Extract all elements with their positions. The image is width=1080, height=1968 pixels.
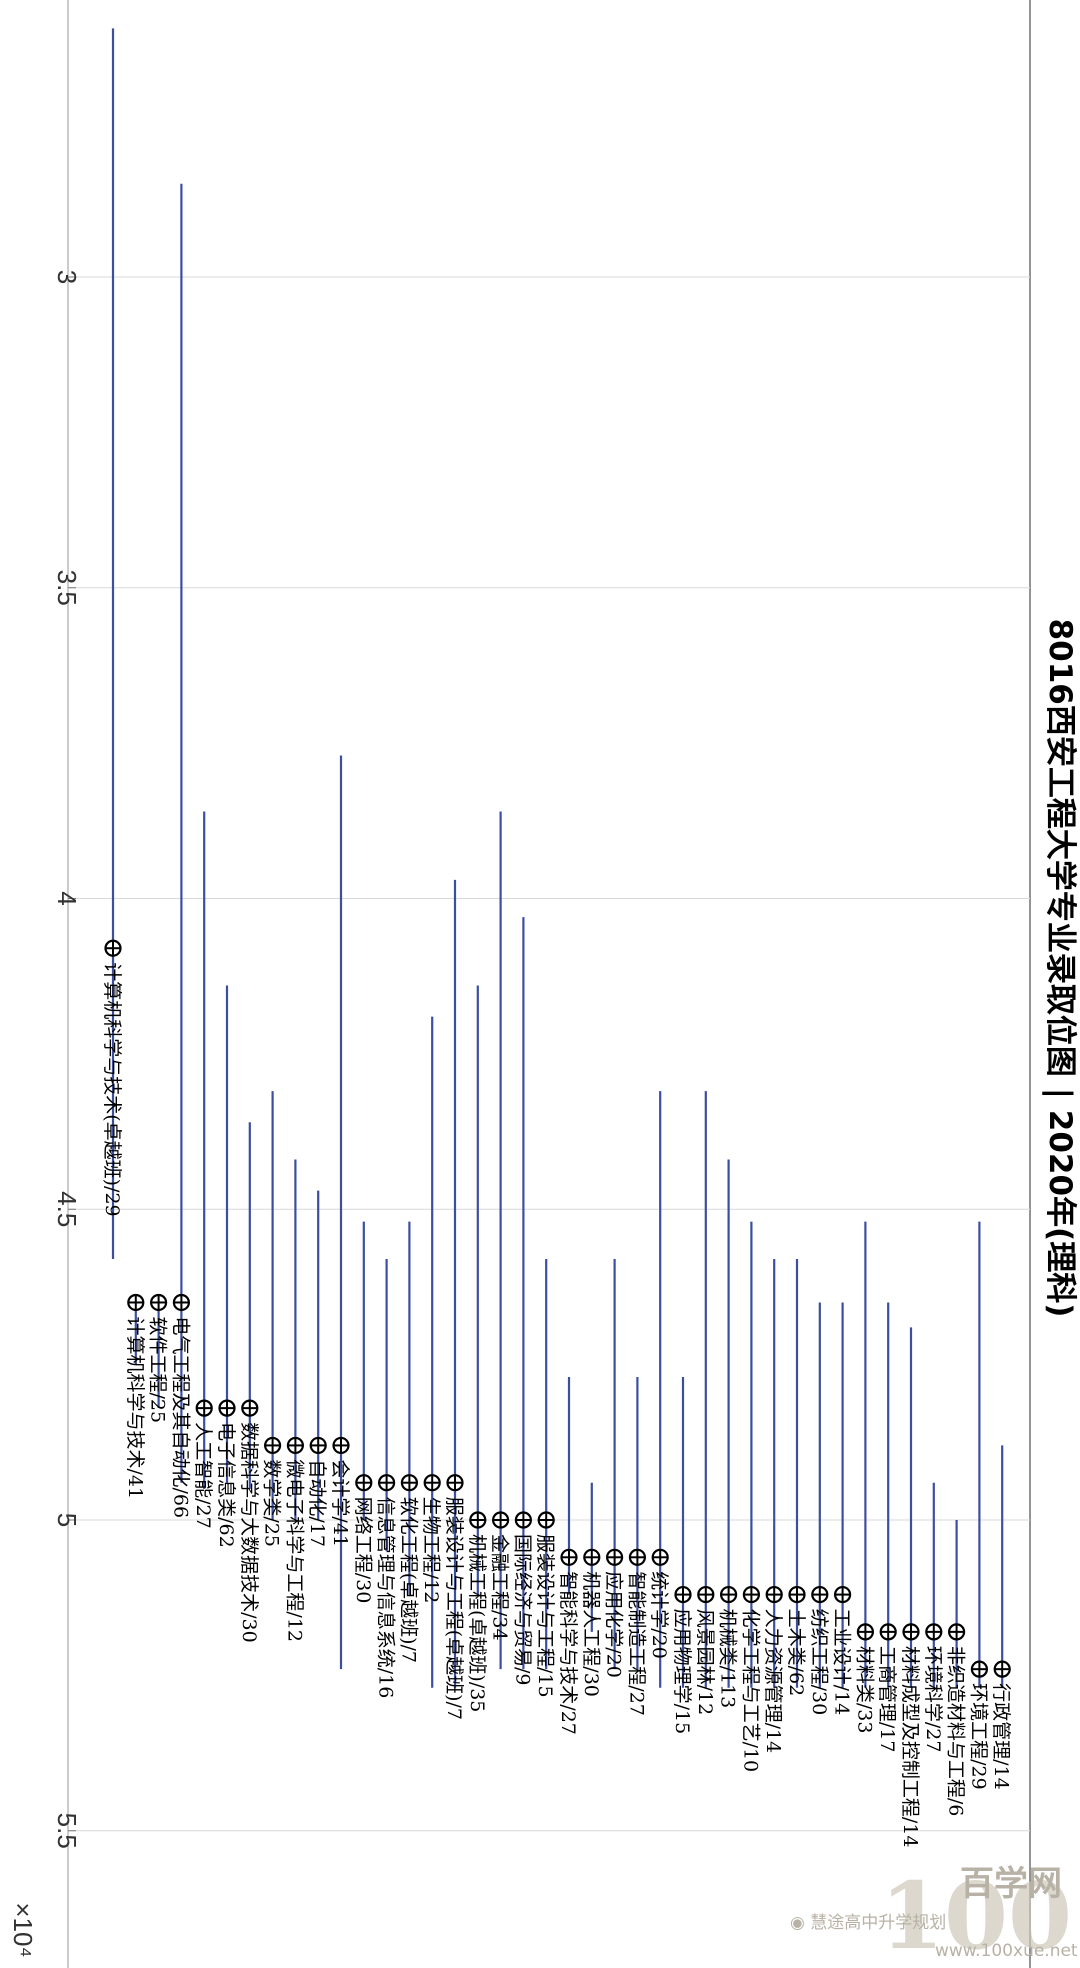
tick-label: 5.5 xyxy=(52,1813,82,1849)
category-label: 智能制造工程/27 xyxy=(625,1571,647,1716)
category-label: 行政管理/14 xyxy=(990,1683,1012,1790)
marker xyxy=(788,1585,806,1604)
category-label: 计算机科学与技术/41 xyxy=(124,1316,146,1499)
marker xyxy=(856,1623,875,1641)
category-label: 人力资源管理/14 xyxy=(762,1609,784,1754)
category-label: 工业设计/14 xyxy=(831,1609,853,1716)
category-label: 机械类/113 xyxy=(717,1609,739,1709)
category-label: 环境科学/27 xyxy=(922,1646,944,1753)
marker xyxy=(127,1293,145,1312)
category-label: 材料成型及控制工程/14 xyxy=(899,1646,921,1848)
marker xyxy=(811,1585,829,1604)
category-label: 非织造材料与工程/6 xyxy=(945,1646,967,1817)
marker xyxy=(697,1585,715,1604)
category-label: 数学类/25 xyxy=(261,1459,283,1547)
marker xyxy=(400,1474,418,1492)
category-label: 应用化学/20 xyxy=(603,1571,625,1678)
marker xyxy=(560,1548,578,1566)
marker xyxy=(469,1511,487,1529)
category-label: 电气工程及其自动化/66 xyxy=(169,1316,191,1518)
marker xyxy=(309,1436,327,1455)
marker xyxy=(492,1511,510,1529)
category-label: 金融工程/34 xyxy=(489,1534,511,1641)
marker xyxy=(332,1436,350,1455)
tick-label: 3.5 xyxy=(52,570,82,606)
tick-label: 4 xyxy=(52,891,82,905)
category-label: 生物工程/12 xyxy=(420,1497,442,1604)
marker xyxy=(446,1474,464,1492)
marker xyxy=(537,1511,555,1529)
marker xyxy=(993,1660,1011,1678)
chart-title: 8016西安工程大学专业录取位图 | 2020年(理科) xyxy=(1042,619,1078,1318)
category-label: 软化工程(卓越班)/7 xyxy=(397,1497,419,1663)
marker xyxy=(628,1548,647,1566)
marker xyxy=(218,1399,236,1417)
marker xyxy=(150,1293,168,1312)
tick-label: 3 xyxy=(52,270,82,284)
marker xyxy=(241,1399,259,1417)
category-label: 国际经济与贸易/9 xyxy=(511,1534,533,1686)
marker xyxy=(947,1623,966,1641)
marker xyxy=(195,1399,213,1417)
watermark-url: www.100xue.net xyxy=(935,1941,1078,1961)
marker xyxy=(264,1436,282,1455)
watermark-wechat: ◉ 慧途高中升学规划 xyxy=(790,1913,946,1933)
tick-label: 4.5 xyxy=(52,1191,82,1227)
marker xyxy=(970,1660,989,1678)
marker xyxy=(902,1623,920,1641)
category-label: 化学工程与工艺/10 xyxy=(739,1609,761,1773)
marker xyxy=(172,1293,190,1312)
category-label: 服装设计与工程(卓越班)/7 xyxy=(443,1497,465,1720)
marker xyxy=(605,1548,624,1566)
marker xyxy=(742,1585,761,1604)
category-label: 网络工程/30 xyxy=(352,1497,374,1604)
category-label: 风景园林/12 xyxy=(694,1609,716,1716)
category-label: 数据科学与大数据技术/30 xyxy=(238,1422,260,1643)
category-label: 电子信息类/62 xyxy=(215,1422,237,1548)
marker xyxy=(514,1511,533,1529)
marker xyxy=(286,1436,304,1455)
watermark-brand: 百学网 xyxy=(960,1864,1062,1904)
category-label: 信息管理与信息系统/16 xyxy=(375,1497,397,1699)
category-label: 机器人工程/30 xyxy=(580,1571,602,1697)
category-label: 会计学/41 xyxy=(329,1459,351,1547)
marker xyxy=(925,1623,943,1641)
category-label: 服装设计与工程/15 xyxy=(534,1534,556,1698)
marker xyxy=(719,1585,738,1604)
marker xyxy=(104,939,122,957)
tick-label: 5 xyxy=(52,1513,82,1527)
category-label: 环境工程/29 xyxy=(967,1683,989,1790)
category-label: 计算机科学与技术(卓越班)/29 xyxy=(101,962,123,1216)
marker xyxy=(651,1548,669,1566)
axis-multiplier-label: ×10⁴ xyxy=(8,1902,38,1957)
category-label: 机械工程(卓越班)/35 xyxy=(466,1534,488,1712)
marker xyxy=(674,1585,692,1604)
category-label: 材料类/33 xyxy=(853,1646,875,1734)
marker xyxy=(765,1585,783,1604)
category-label: 土木类/62 xyxy=(785,1609,807,1697)
category-label: 自动化/17 xyxy=(306,1459,328,1547)
marker xyxy=(378,1474,396,1492)
category-label: 软件工程/25 xyxy=(147,1316,169,1423)
marker xyxy=(879,1623,897,1641)
category-label: 微电子科学与工程/12 xyxy=(283,1459,305,1642)
marker xyxy=(833,1585,852,1604)
marker xyxy=(583,1548,601,1566)
category-label: 工商管理/17 xyxy=(876,1646,898,1753)
category-label: 人工智能/27 xyxy=(192,1422,214,1529)
marker xyxy=(423,1474,441,1492)
category-label: 智能科学与技术/27 xyxy=(557,1571,579,1735)
category-label: 统计学/20 xyxy=(648,1571,670,1659)
marker xyxy=(355,1474,373,1492)
watermark-logo: 100 xyxy=(880,1862,1072,1968)
category-label: 应用物理学/15 xyxy=(671,1609,693,1735)
category-label: 纺织工程/30 xyxy=(808,1609,830,1716)
